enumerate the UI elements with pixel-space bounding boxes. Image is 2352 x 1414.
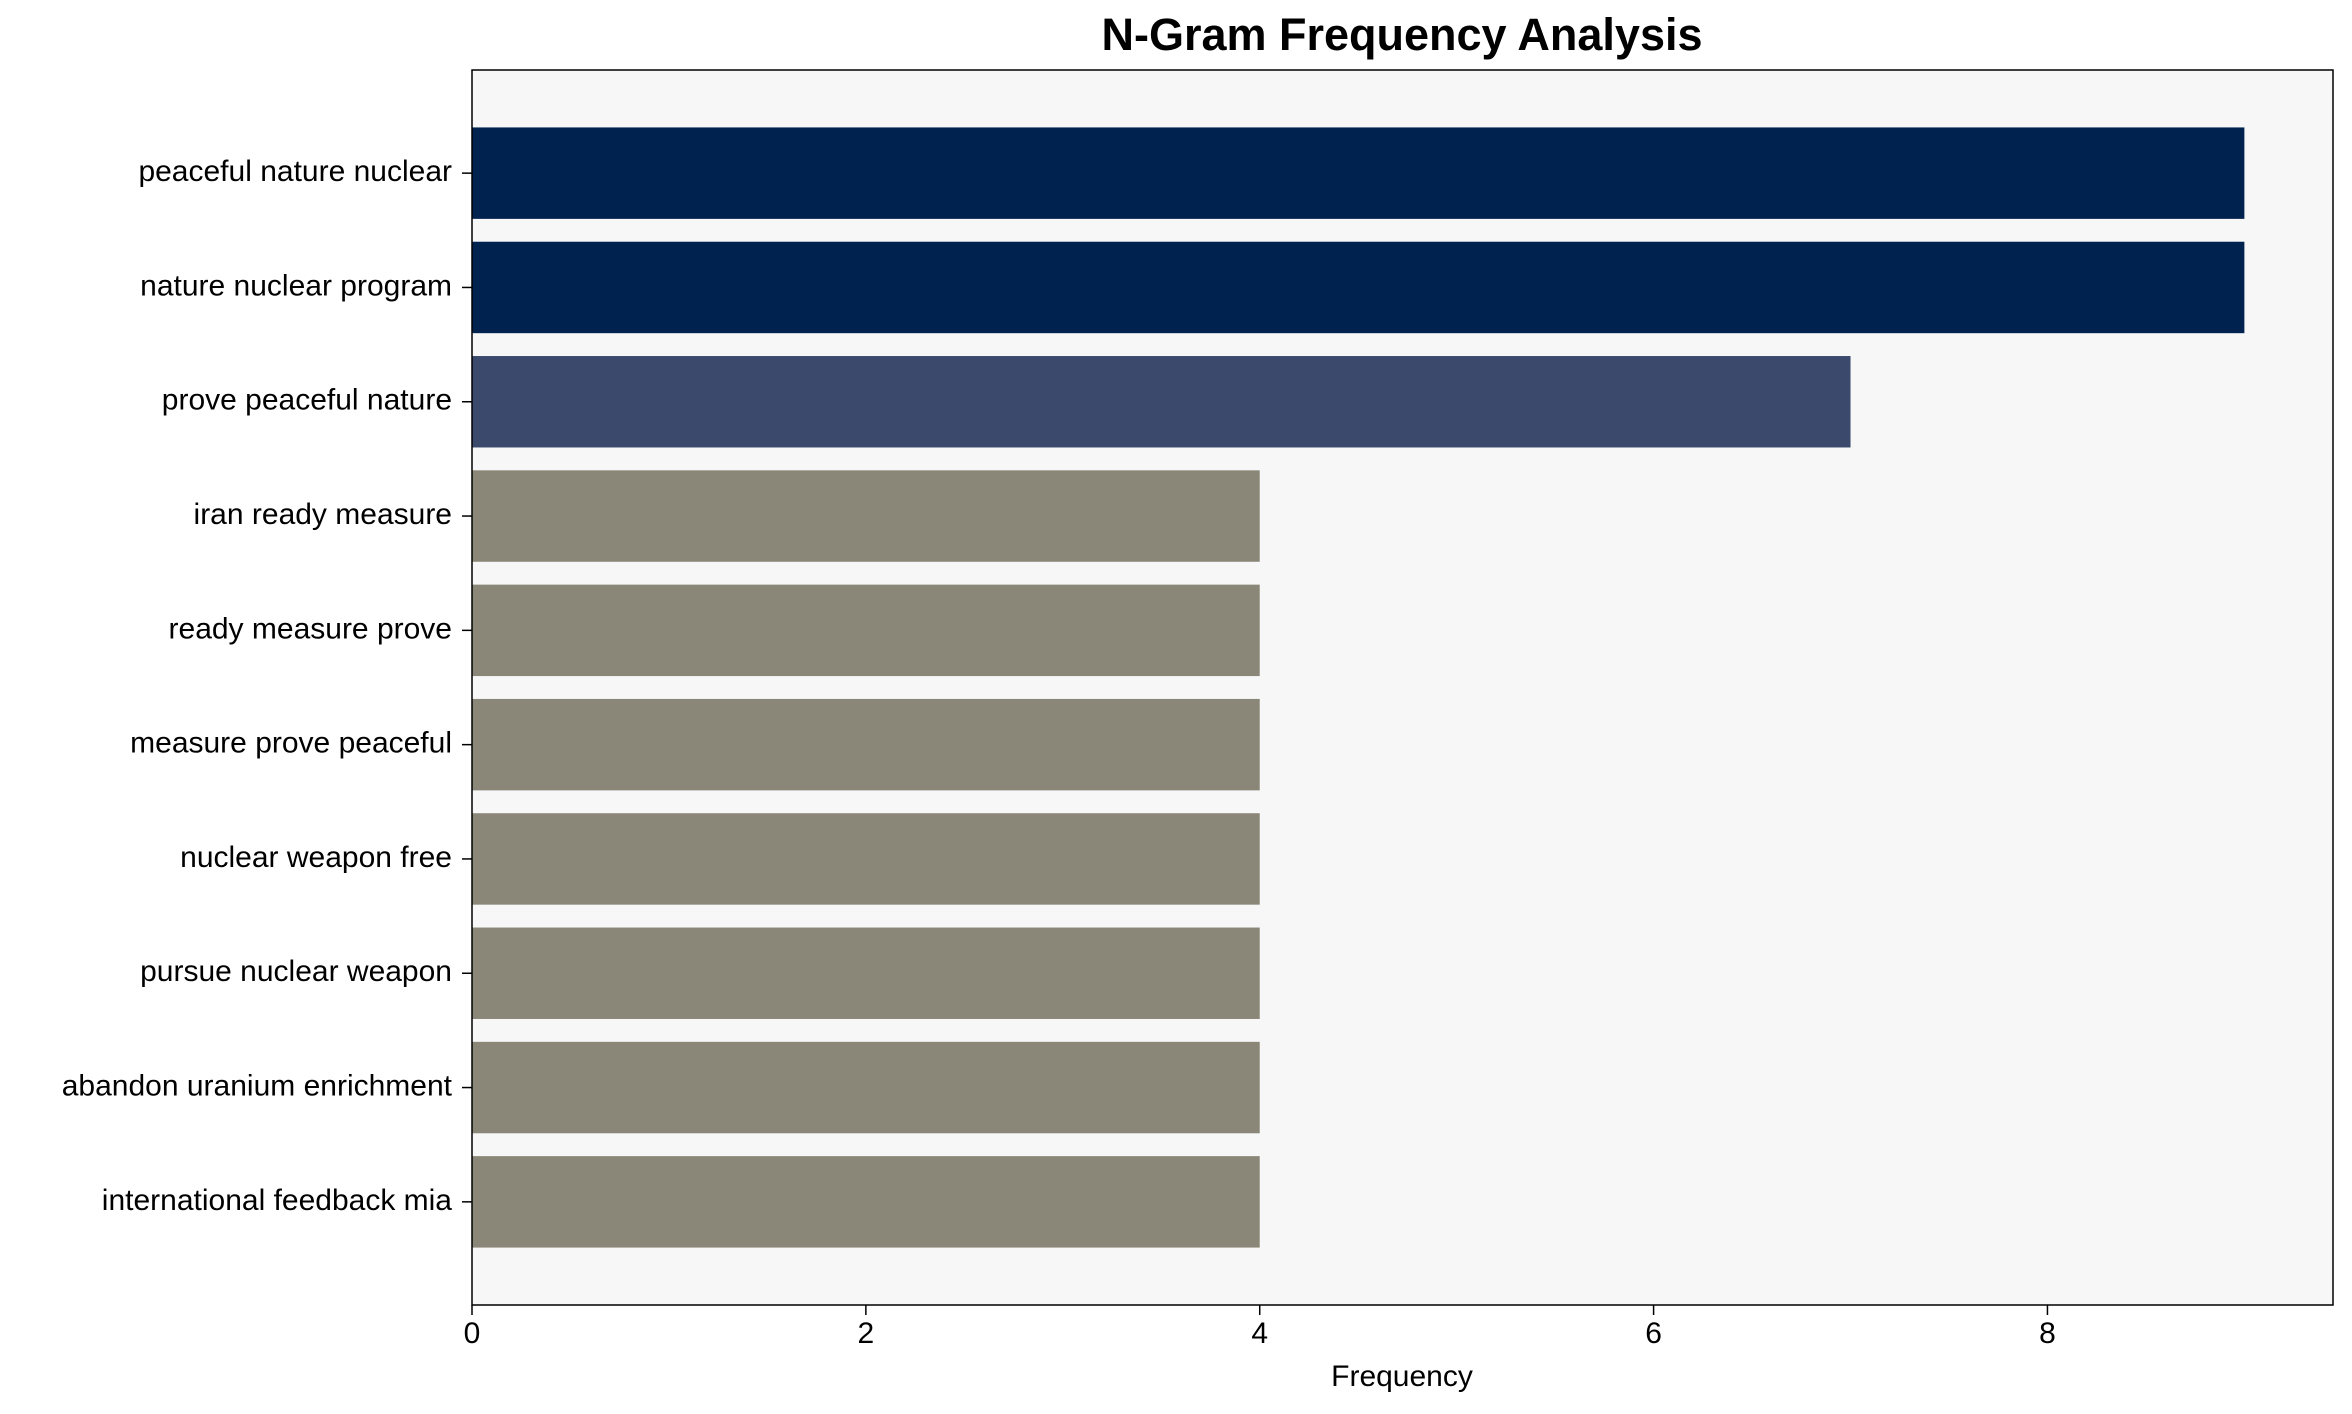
chart-title: N-Gram Frequency Analysis	[1101, 9, 1702, 60]
axes-frame	[471, 69, 2334, 1306]
x-tick-label: 4	[1251, 1317, 1268, 1350]
y-tick-label: iran ready measure	[194, 498, 452, 531]
x-tick-label: 6	[1645, 1317, 1662, 1350]
bar	[472, 241, 2245, 334]
x-tick-label: 2	[858, 1317, 875, 1350]
bar	[472, 356, 1851, 448]
y-tick-label: pursue nuclear weapon	[140, 955, 452, 988]
y-tick-label: ready measure prove	[169, 612, 452, 645]
bar	[472, 127, 2245, 219]
y-tick-label: nuclear weapon free	[180, 841, 452, 874]
y-tick-label: peaceful nature nuclear	[138, 155, 452, 188]
y-tick-label: nature nuclear program	[140, 269, 452, 302]
bar	[472, 813, 1260, 905]
x-tick-label: 0	[464, 1317, 481, 1350]
bar	[472, 1041, 1260, 1134]
y-tick-label: prove peaceful nature	[162, 384, 452, 417]
bar	[472, 1156, 1260, 1248]
bar	[472, 698, 1260, 791]
y-tick-label: international feedback mia	[102, 1184, 453, 1217]
y-tick-label: measure prove peaceful	[130, 727, 452, 760]
bar	[472, 584, 1260, 677]
bar	[472, 927, 1260, 1019]
x-tick-label: 8	[2039, 1317, 2056, 1350]
y-tick-label: abandon uranium enrichment	[62, 1069, 453, 1102]
bar	[472, 470, 1260, 562]
x-axis-label: Frequency	[1331, 1360, 1473, 1393]
